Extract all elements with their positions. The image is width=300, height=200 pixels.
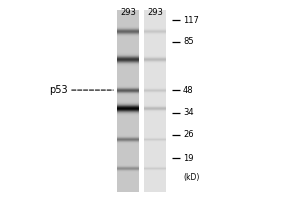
Text: 85: 85 <box>183 37 194 46</box>
Text: 293: 293 <box>147 8 163 17</box>
Text: 293: 293 <box>120 8 136 17</box>
Text: (kD): (kD) <box>183 173 200 182</box>
Text: p53: p53 <box>50 85 68 95</box>
Text: 19: 19 <box>183 154 194 163</box>
Text: 117: 117 <box>183 16 199 25</box>
Text: 48: 48 <box>183 86 194 95</box>
Text: 34: 34 <box>183 108 194 117</box>
Text: 26: 26 <box>183 130 194 139</box>
